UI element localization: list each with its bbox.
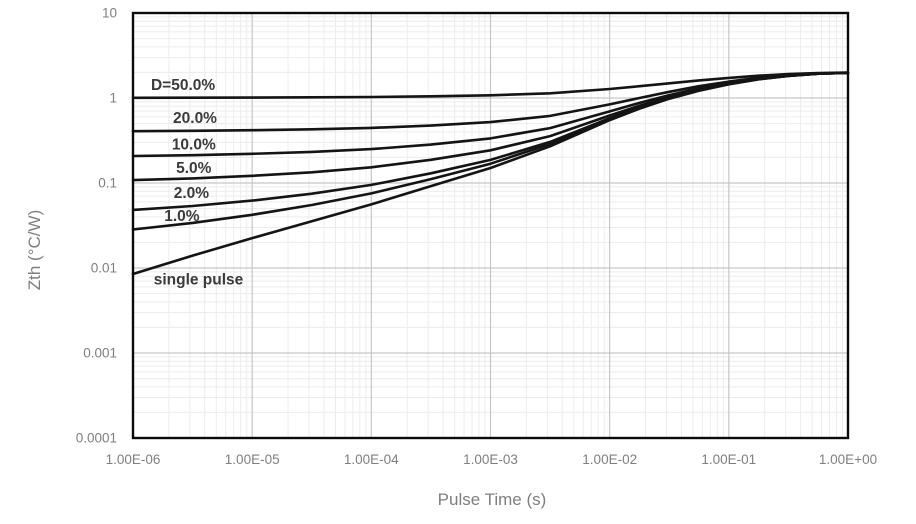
curve-label-duty-50: D=50.0% bbox=[151, 77, 215, 94]
y-tick-label: 0.1 bbox=[98, 176, 117, 191]
curve-label-duty-1: 1.0% bbox=[164, 208, 200, 225]
x-tick-label: 1.00E-02 bbox=[582, 452, 637, 467]
curve-labels: D=50.0% 20.0% 10.0% 5.0% 2.0% 1.0% single puls… bbox=[151, 77, 244, 289]
curve-single-pulse bbox=[131, 71, 850, 276]
x-tick-label: 1.00E-03 bbox=[463, 452, 518, 467]
x-tick-label: 1.00E-04 bbox=[344, 452, 399, 467]
x-axis-title: Pulse Time (s) bbox=[437, 490, 547, 509]
curve-label-duty-5: 5.0% bbox=[176, 160, 212, 177]
curve-label-single-pulse: single pulse bbox=[154, 272, 244, 289]
plot-border bbox=[131, 11, 850, 440]
curve-duty-50 bbox=[131, 71, 850, 100]
y-tick-label: 0.0001 bbox=[76, 431, 117, 446]
x-tick-label: 1.00E-06 bbox=[106, 452, 161, 467]
y-tick-label: 1 bbox=[109, 91, 117, 106]
x-tick-labels: 1.00E-06 1.00E-05 1.00E-04 1.00E-03 1.00E-02… bbox=[106, 452, 877, 467]
curves bbox=[131, 71, 850, 276]
curve-label-duty-10: 10.0% bbox=[172, 137, 216, 154]
x-tick-label: 1.00E-01 bbox=[701, 452, 756, 467]
x-tick-label: 1.00E+00 bbox=[819, 452, 877, 467]
y-tick-labels: 10 1 0.1 0.01 0.001 0.0001 bbox=[76, 6, 117, 446]
x-tick-label: 1.00E-05 bbox=[225, 452, 280, 467]
y-axis-title: Zth (°C/W) bbox=[25, 209, 44, 291]
y-tick-label: 0.001 bbox=[83, 346, 117, 361]
curve-label-duty-20: 20.0% bbox=[173, 110, 217, 127]
curve-label-duty-2: 2.0% bbox=[174, 185, 210, 202]
plot-frame bbox=[131, 11, 850, 440]
y-tick-label: 0.01 bbox=[91, 261, 117, 276]
y-tick-label: 10 bbox=[102, 6, 117, 21]
